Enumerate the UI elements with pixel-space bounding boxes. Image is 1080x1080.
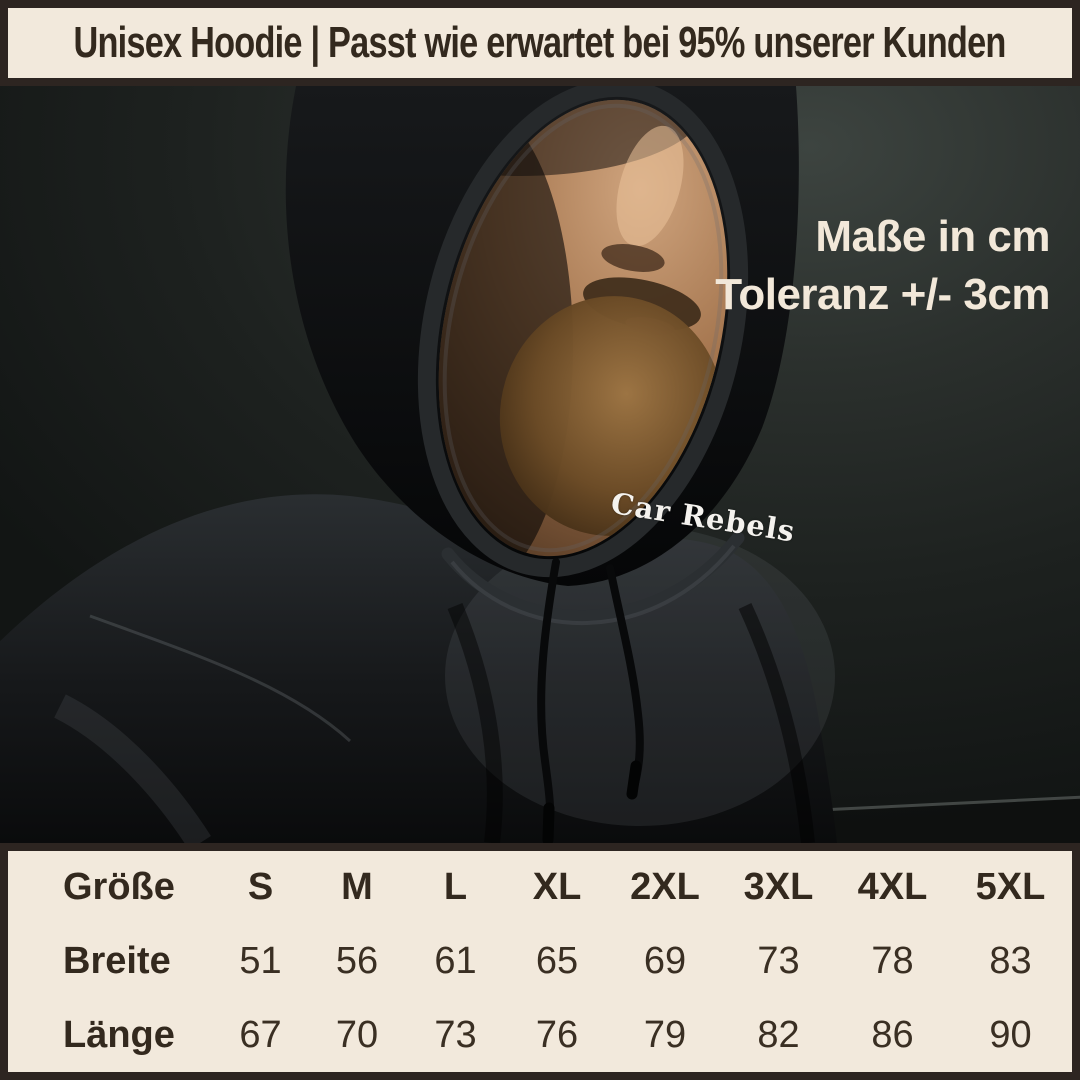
col-header-xl: XL — [532, 866, 582, 909]
cell-laenge-3xl: 82 — [757, 1013, 800, 1056]
cell-breite-m: 56 — [335, 939, 379, 982]
col-header-l: L — [443, 866, 468, 909]
col-header-m: M — [341, 866, 373, 909]
row-label-laenge: Länge — [63, 1013, 175, 1056]
cell-breite-l: 61 — [434, 939, 477, 982]
col-header-s: S — [247, 866, 274, 909]
hoodie-photo-illustration — [0, 86, 1080, 843]
cell-breite-5xl: 83 — [989, 939, 1032, 982]
col-header-3xl: 3XL — [743, 866, 814, 909]
product-photo: Car Rebels Maße in cm Toleranz +/- 3cm — [0, 86, 1080, 843]
col-header-groesse: Größe — [63, 866, 175, 909]
measurement-tolerance-note: Toleranz +/- 3cm — [715, 270, 1050, 319]
cell-laenge-4xl: 86 — [871, 1013, 914, 1056]
cell-laenge-xl: 76 — [535, 1013, 579, 1056]
cell-laenge-s: 67 — [239, 1013, 282, 1056]
cell-breite-2xl: 69 — [643, 939, 687, 982]
col-header-4xl: 4XL — [857, 866, 928, 909]
cell-laenge-l: 73 — [434, 1013, 477, 1056]
measurement-unit-note: Maße in cm — [815, 212, 1050, 261]
cell-laenge-2xl: 79 — [643, 1013, 687, 1056]
cell-laenge-m: 70 — [335, 1013, 379, 1056]
banner: Unisex Hoodie | Passt wie erwartet bei 9… — [0, 0, 1080, 86]
cell-breite-4xl: 78 — [871, 939, 914, 982]
size-chart-table: Größe S M L XL 2XL 3XL 4XL 5XL Breite 51… — [0, 843, 1080, 1080]
row-label-breite: Breite — [63, 939, 171, 982]
banner-title: Unisex Hoodie | Passt wie erwartet bei 9… — [73, 18, 1007, 67]
cell-laenge-5xl: 90 — [989, 1013, 1032, 1056]
col-header-2xl: 2XL — [630, 866, 700, 909]
cell-breite-xl: 65 — [535, 939, 579, 982]
cell-breite-s: 51 — [239, 939, 282, 982]
cell-breite-3xl: 73 — [757, 939, 800, 982]
measurement-note: Maße in cm Toleranz +/- 3cm — [715, 208, 1050, 324]
col-header-5xl: 5XL — [975, 866, 1046, 909]
